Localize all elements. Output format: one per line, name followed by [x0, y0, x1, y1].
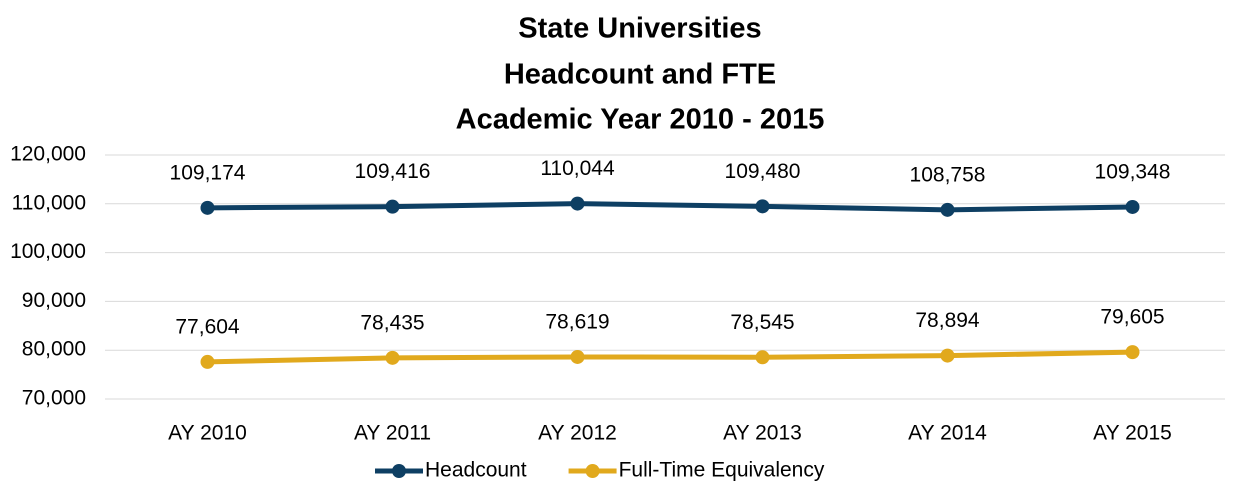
data-label: 78,435	[360, 311, 424, 334]
y-tick-label: 110,000	[12, 191, 86, 214]
data-label: 109,174	[170, 161, 246, 184]
data-label: 78,894	[915, 309, 980, 332]
legend-label: Headcount	[425, 459, 527, 482]
data-label: 108,758	[910, 163, 986, 186]
y-tick-label: 100,000	[10, 240, 86, 263]
x-tick-label: AY 2015	[1093, 422, 1172, 445]
legend-label: Full-Time Equivalency	[619, 459, 825, 482]
data-label: 77,604	[175, 315, 240, 338]
data-point	[570, 196, 585, 211]
y-tick-label: 120,000	[10, 143, 86, 166]
x-tick-label: AY 2013	[723, 422, 802, 445]
data-point	[385, 199, 400, 214]
x-tick-label: AY 2014	[908, 422, 987, 445]
data-point	[200, 200, 215, 215]
data-point	[940, 348, 955, 363]
data-label: 78,545	[730, 311, 794, 334]
data-point	[1125, 199, 1140, 214]
data-label: 78,619	[545, 310, 609, 333]
y-tick-label: 70,000	[22, 387, 86, 410]
data-point	[200, 354, 215, 369]
data-label: 109,348	[1095, 161, 1171, 184]
data-point	[570, 349, 585, 364]
series-line	[207, 201, 1133, 213]
chart-title: State Universities	[518, 13, 761, 45]
series-line	[207, 349, 1133, 365]
chart-title: Academic Year 2010 - 2015	[456, 104, 825, 136]
x-tick-label: AY 2011	[354, 422, 431, 445]
data-point	[755, 350, 770, 365]
legend-marker	[585, 464, 600, 478]
data-point	[1125, 345, 1140, 360]
data-label: 109,416	[355, 160, 431, 183]
x-tick-label: AY 2012	[538, 422, 617, 445]
chart-title: Headcount and FTE	[504, 59, 776, 91]
data-point	[755, 199, 770, 214]
y-tick-label: 80,000	[22, 338, 86, 361]
data-label: 79,605	[1100, 306, 1164, 329]
data-label: 109,480	[725, 160, 801, 183]
data-point	[940, 202, 955, 217]
legend-marker	[392, 464, 406, 478]
x-tick-label: AY 2010	[168, 422, 247, 445]
data-point	[385, 350, 400, 365]
data-label: 110,044	[540, 157, 615, 180]
y-tick-label: 90,000	[22, 289, 86, 312]
